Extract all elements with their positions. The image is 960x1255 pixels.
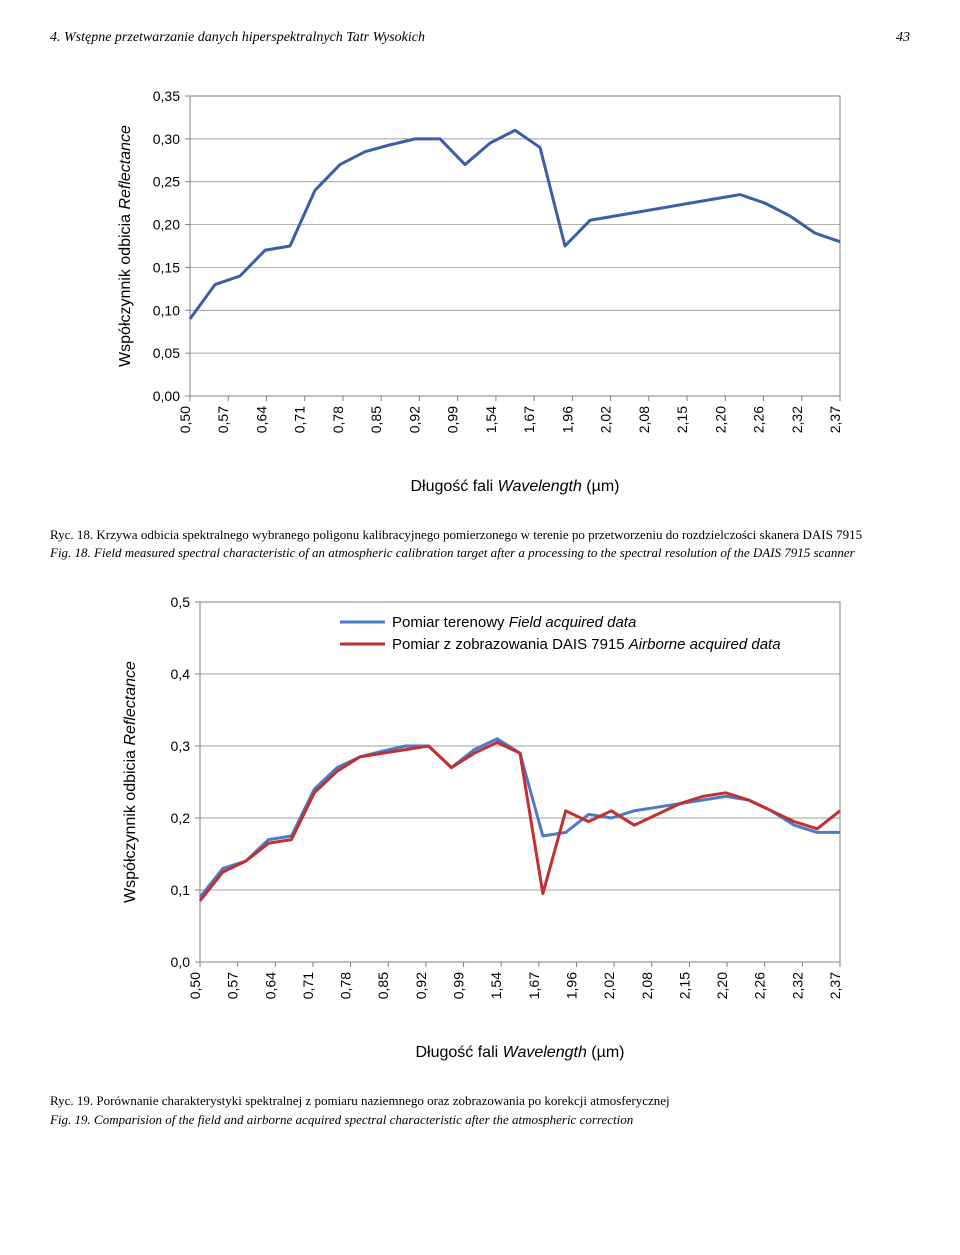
svg-text:1,54: 1,54 bbox=[488, 972, 504, 999]
svg-text:2,08: 2,08 bbox=[636, 406, 652, 433]
svg-text:0,78: 0,78 bbox=[330, 406, 346, 433]
svg-text:0,00: 0,00 bbox=[153, 388, 180, 404]
running-title: 4. Wstępne przetwarzanie danych hiperspe… bbox=[50, 30, 425, 46]
svg-text:0,50: 0,50 bbox=[177, 406, 193, 433]
page-header: 4. Wstępne przetwarzanie danych hiperspe… bbox=[50, 30, 910, 46]
caption-1: Ryc. 18. Krzywa odbicia spektralnego wyb… bbox=[50, 526, 910, 562]
svg-text:2,02: 2,02 bbox=[598, 406, 614, 433]
svg-text:0,85: 0,85 bbox=[375, 972, 391, 999]
svg-text:0,20: 0,20 bbox=[153, 217, 180, 233]
svg-text:Współczynnik odbicia Reflectan: Współczynnik odbicia Reflectance bbox=[117, 125, 134, 367]
svg-text:0,3: 0,3 bbox=[171, 738, 191, 754]
chart-1-svg: 0,00 0,05 0,10 0,15 0,20 0,25 0,30 0,35 0,50 0,57… bbox=[100, 86, 860, 506]
svg-text:1,96: 1,96 bbox=[563, 972, 579, 999]
svg-text:0,4: 0,4 bbox=[171, 666, 191, 682]
svg-text:2,32: 2,32 bbox=[789, 972, 805, 999]
svg-text:Pomiar terenowy Field acquired: Pomiar terenowy Field acquired data bbox=[392, 614, 636, 631]
svg-text:0,0: 0,0 bbox=[171, 954, 191, 970]
svg-text:0,71: 0,71 bbox=[292, 406, 308, 433]
chart-2-svg: 0,0 0,1 0,2 0,3 0,4 0,5 0,50 0,57 0,64 0,71 0,78 0,… bbox=[100, 592, 860, 1072]
svg-text:0,25: 0,25 bbox=[153, 174, 180, 190]
svg-text:2,32: 2,32 bbox=[789, 406, 805, 433]
caption-2-ryc: Ryc. 19. Porównanie charakterystyki spek… bbox=[50, 1093, 670, 1108]
svg-text:0,57: 0,57 bbox=[225, 972, 241, 999]
svg-text:0,78: 0,78 bbox=[338, 972, 354, 999]
page-number: 43 bbox=[896, 30, 910, 46]
svg-text:2,15: 2,15 bbox=[676, 972, 692, 999]
svg-text:2,02: 2,02 bbox=[601, 972, 617, 999]
svg-text:Długość fali Wavelength (µm): Długość fali Wavelength (µm) bbox=[410, 478, 619, 495]
caption-2-fig: Fig. 19. Comparision of the field and ai… bbox=[50, 1112, 633, 1127]
svg-text:Pomiar z zobrazowania DAIS 791: Pomiar z zobrazowania DAIS 7915 Airborne… bbox=[392, 636, 781, 653]
svg-text:0,1: 0,1 bbox=[171, 882, 191, 898]
chart-2: 0,0 0,1 0,2 0,3 0,4 0,5 0,50 0,57 0,64 0,71 0,78 0,… bbox=[50, 592, 910, 1072]
svg-text:0,30: 0,30 bbox=[153, 131, 180, 147]
svg-text:2,26: 2,26 bbox=[752, 972, 768, 999]
svg-text:Długość fali Wavelength (µm): Długość fali Wavelength (µm) bbox=[415, 1044, 624, 1061]
caption-1-ryc: Ryc. 18. Krzywa odbicia spektralnego wyb… bbox=[50, 527, 862, 542]
svg-text:0,99: 0,99 bbox=[451, 972, 467, 999]
svg-text:0,57: 0,57 bbox=[215, 406, 231, 433]
svg-text:0,85: 0,85 bbox=[368, 406, 384, 433]
svg-text:2,26: 2,26 bbox=[751, 406, 767, 433]
svg-text:Współczynnik odbicia Reflectan: Współczynnik odbicia Reflectance bbox=[122, 661, 139, 903]
svg-text:2,15: 2,15 bbox=[674, 406, 690, 433]
svg-text:2,20: 2,20 bbox=[714, 972, 730, 999]
svg-text:0,05: 0,05 bbox=[153, 345, 180, 361]
svg-text:0,5: 0,5 bbox=[171, 594, 191, 610]
svg-text:0,50: 0,50 bbox=[187, 972, 203, 999]
svg-text:1,96: 1,96 bbox=[559, 406, 575, 433]
svg-text:2,37: 2,37 bbox=[827, 406, 843, 433]
caption-1-fig: Fig. 18. Field measured spectral charact… bbox=[50, 545, 855, 560]
svg-text:1,67: 1,67 bbox=[521, 406, 537, 433]
svg-text:1,67: 1,67 bbox=[526, 972, 542, 999]
svg-text:0,99: 0,99 bbox=[445, 406, 461, 433]
caption-2: Ryc. 19. Porównanie charakterystyki spek… bbox=[50, 1092, 910, 1128]
svg-text:0,35: 0,35 bbox=[153, 88, 180, 104]
chart-1: 0,00 0,05 0,10 0,15 0,20 0,25 0,30 0,35 0,50 0,57… bbox=[50, 86, 910, 506]
svg-text:0,2: 0,2 bbox=[171, 810, 191, 826]
svg-text:0,15: 0,15 bbox=[153, 259, 180, 275]
svg-text:0,64: 0,64 bbox=[262, 972, 278, 999]
svg-text:2,20: 2,20 bbox=[712, 406, 728, 433]
svg-text:0,64: 0,64 bbox=[253, 406, 269, 433]
svg-text:0,10: 0,10 bbox=[153, 302, 180, 318]
svg-text:2,37: 2,37 bbox=[827, 972, 843, 999]
svg-text:0,92: 0,92 bbox=[406, 406, 422, 433]
svg-text:1,54: 1,54 bbox=[483, 406, 499, 433]
svg-text:0,71: 0,71 bbox=[300, 972, 316, 999]
svg-text:0,92: 0,92 bbox=[413, 972, 429, 999]
svg-text:2,08: 2,08 bbox=[639, 972, 655, 999]
